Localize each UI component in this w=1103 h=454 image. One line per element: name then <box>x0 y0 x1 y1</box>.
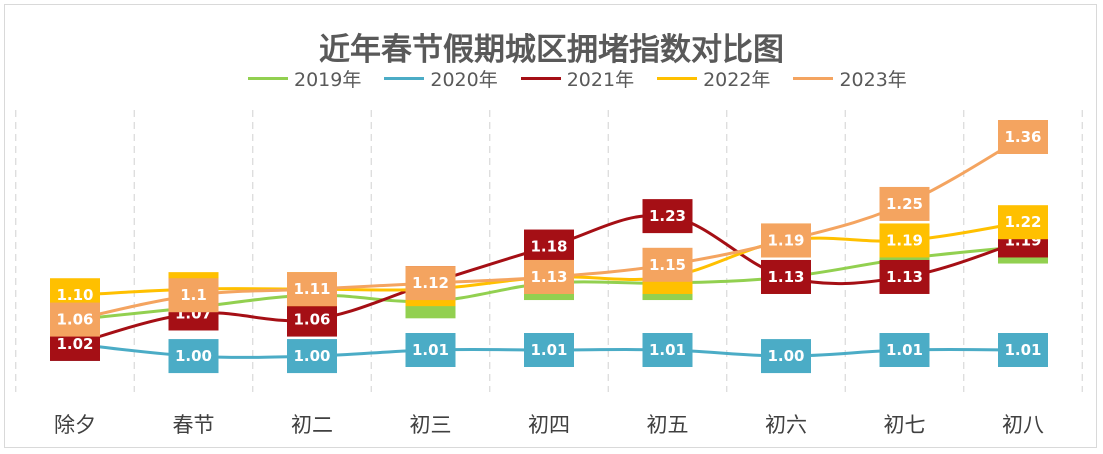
data-point-box <box>879 259 930 294</box>
x-tick-label: 初四 <box>528 413 570 437</box>
data-point-box <box>761 223 811 258</box>
data-label: 1.01 <box>1004 341 1041 359</box>
legend-label: 2021年 <box>566 68 635 91</box>
data-label: 1.13 <box>530 268 567 286</box>
legend-label: 2019年 <box>294 68 362 91</box>
data-label: 1.15 <box>649 256 686 274</box>
data-point-box <box>287 272 337 307</box>
data-label: 1.01 <box>886 341 923 359</box>
data-point-box <box>168 278 219 313</box>
legend-item: 2019年 <box>248 65 361 92</box>
legend-line-marker <box>793 76 834 80</box>
data-point-box <box>998 120 1048 154</box>
data-label: 1.00 <box>767 347 804 365</box>
data-point-box <box>998 205 1048 240</box>
x-tick-label: 春节 <box>173 413 215 437</box>
data-point-box <box>879 333 930 367</box>
data-point-box <box>642 333 693 367</box>
legend-label: 2023年 <box>839 68 907 91</box>
data-point-box <box>405 333 456 367</box>
data-label: 1.02 <box>56 335 93 353</box>
data-label: 1.23 <box>649 207 686 225</box>
data-point-box <box>524 229 574 264</box>
x-tick-label: 初七 <box>884 413 926 437</box>
legend-line-marker <box>384 76 425 80</box>
x-tick-label: 初五 <box>647 413 689 437</box>
data-point-box <box>405 266 456 301</box>
data-point-box <box>287 302 337 337</box>
data-point-box <box>642 199 693 234</box>
legend-item: 2020年 <box>384 65 498 92</box>
legend-item: 2022年 <box>657 65 770 92</box>
legend-line-marker <box>520 76 561 80</box>
data-label: 1.22 <box>1004 213 1041 231</box>
legend-item: 2023年 <box>793 65 907 92</box>
data-point-box <box>761 339 811 374</box>
x-tick-label: 初八 <box>1002 413 1044 437</box>
chart-title: 近年春节假期城区拥堵指数对比图 <box>319 32 784 68</box>
legend-item: 2021年 <box>520 65 635 92</box>
x-tick-label: 初六 <box>765 413 807 437</box>
data-point-box <box>998 333 1048 367</box>
x-tick-label: 初二 <box>291 413 333 437</box>
data-label: 1.10 <box>56 286 93 304</box>
data-label: 1.13 <box>886 268 923 286</box>
data-point-box <box>879 223 930 258</box>
x-tick-label: 除夕 <box>54 413 96 437</box>
data-label: 1.01 <box>412 341 449 359</box>
data-point-box <box>50 302 100 337</box>
data-label: 1.01 <box>649 341 686 359</box>
data-label: 1.12 <box>412 274 449 292</box>
data-label: 1.13 <box>767 268 804 286</box>
data-point-box <box>524 333 574 367</box>
data-label: 1.25 <box>886 195 923 213</box>
data-label: 1.06 <box>56 311 93 329</box>
gridlines <box>15 110 1083 392</box>
legend-line-marker <box>248 76 288 80</box>
legend-label: 2022年 <box>703 68 771 91</box>
data-point-box <box>168 339 219 374</box>
data-label: 1.00 <box>175 347 212 365</box>
data-point-box <box>642 247 693 282</box>
data-label: 1.19 <box>767 231 804 249</box>
data-point-box <box>287 339 337 374</box>
legend-label: 2020年 <box>430 68 498 91</box>
data-label: 1.11 <box>293 280 330 298</box>
data-label: 1.19 <box>886 231 923 249</box>
data-label: 1.18 <box>530 238 567 256</box>
data-label: 1.00 <box>293 347 330 365</box>
data-label: 1.01 <box>530 341 567 359</box>
data-label: 1.36 <box>1004 128 1041 146</box>
chart-legend: 2019年 2020年 2021年 2022年 2023年 <box>248 64 930 92</box>
legend-line-marker <box>657 76 698 80</box>
data-label: 1.1 <box>180 286 207 304</box>
x-tick-label: 初三 <box>410 413 452 437</box>
data-label: 1.06 <box>293 311 330 329</box>
data-point-box <box>524 259 574 294</box>
data-point-box <box>761 259 811 294</box>
data-point-box <box>879 186 930 221</box>
